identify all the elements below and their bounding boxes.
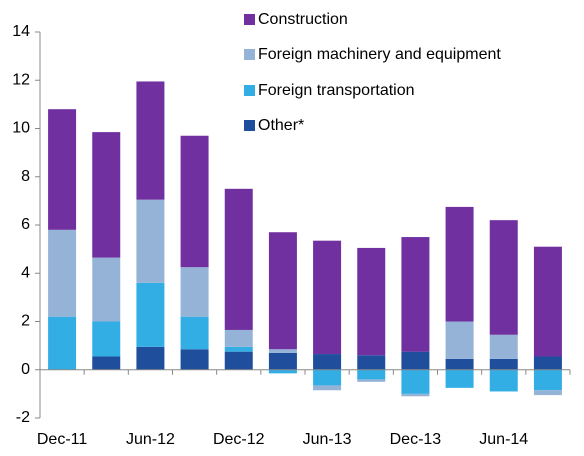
bar-segment: [357, 355, 386, 370]
bar-segment: [92, 257, 121, 322]
bar-segment: [48, 229, 77, 317]
bar-segment: [401, 351, 430, 370]
y-tick-label: 2: [21, 313, 30, 330]
bar-segment: [180, 135, 209, 268]
legend-label: Foreign transportation: [258, 82, 415, 99]
y-tick-label: 10: [12, 120, 30, 137]
bar-segment: [224, 188, 253, 330]
legend-swatch: [244, 120, 255, 131]
bar-segment: [313, 369, 342, 386]
bar-segment: [180, 316, 209, 350]
bar-segment: [224, 351, 253, 370]
bar-segment: [533, 390, 562, 396]
bar-segment: [445, 321, 474, 359]
bar-segment: [489, 334, 518, 359]
bar-segment: [92, 356, 121, 370]
bar-segment: [48, 316, 77, 370]
bar-segment: [48, 109, 77, 230]
bar-segment: [489, 358, 518, 370]
y-tick-label: 6: [21, 216, 30, 233]
legend-label: Foreign machinery and equipment: [258, 46, 501, 63]
bar-segment: [357, 369, 386, 380]
bar-segment: [180, 349, 209, 370]
bar-segment: [136, 346, 165, 370]
bar-segment: [489, 220, 518, 335]
legend-label: Other*: [258, 117, 304, 134]
x-tick-label: Jun-13: [303, 431, 352, 448]
legend-swatch: [244, 14, 255, 25]
bar-segment: [489, 369, 518, 392]
bar-segment: [92, 321, 121, 357]
bar-segment: [533, 246, 562, 357]
bar-segment: [268, 349, 297, 353]
y-tick-label: 14: [12, 23, 30, 40]
bar-segment: [445, 206, 474, 322]
bar-segment: [313, 385, 342, 391]
bar-segment: [313, 240, 342, 355]
legend-swatch: [244, 49, 255, 60]
bar-segment: [401, 369, 430, 394]
x-tick-label: Dec-12: [213, 431, 265, 448]
bar-segment: [136, 81, 165, 200]
x-tick-label: Jun-12: [126, 431, 175, 448]
bar-segment: [268, 232, 297, 350]
bar-segment: [224, 329, 253, 347]
bar-segment: [313, 354, 342, 370]
bar-segment: [533, 356, 562, 370]
x-tick-label: Dec-13: [390, 431, 442, 448]
x-tick-label: Jun-14: [479, 431, 528, 448]
bar-segment: [401, 393, 430, 397]
bar-segment: [268, 352, 297, 370]
legend-swatch: [244, 85, 255, 96]
bar-segment: [357, 247, 386, 356]
bar-segment: [401, 237, 430, 352]
y-tick-label: 4: [21, 264, 30, 281]
bar-segment: [136, 199, 165, 283]
legend-label: Construction: [258, 11, 348, 28]
y-tick-label: 8: [21, 168, 30, 185]
bar-segment: [445, 358, 474, 370]
bar-segment: [268, 369, 297, 374]
x-tick-label: Dec-11: [37, 431, 87, 448]
bar-segment: [180, 267, 209, 317]
bar-segment: [224, 346, 253, 352]
bar-segment: [357, 379, 386, 382]
bar-segment: [445, 369, 474, 388]
bar-segment: [136, 282, 165, 347]
bar-segment: [92, 132, 121, 258]
y-tick-label: 0: [21, 361, 30, 378]
y-tick-label: -2: [16, 409, 30, 426]
bar-segment: [533, 369, 562, 391]
y-tick-label: 12: [12, 71, 30, 88]
